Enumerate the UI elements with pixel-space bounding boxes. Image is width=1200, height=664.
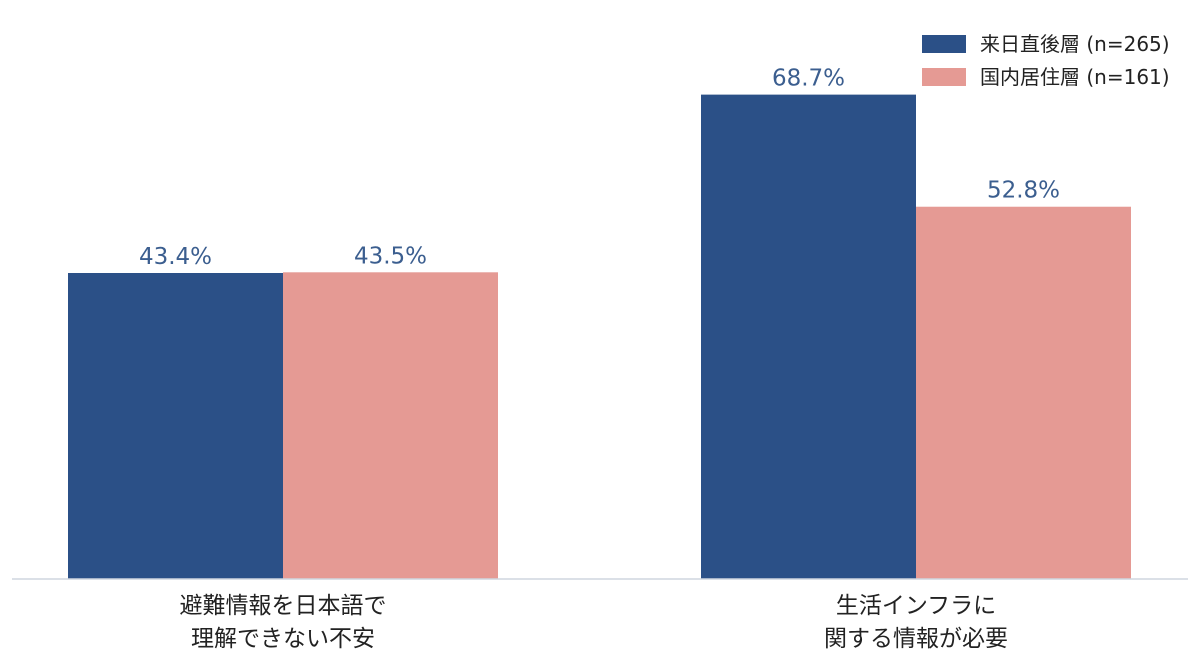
legend: 来日直後層 (n=265) 国内居住層 (n=161) [922,32,1170,89]
category-label-1-line-0: 生活インフラに [836,593,996,619]
value-label-series-1-category-0: 43.5% [354,243,427,269]
value-label-series-0-category-1: 68.7% [772,66,845,92]
category-label-1: 生活インフラに関する情報が必要 [824,593,1008,652]
value-label-series-1-category-1: 52.8% [987,178,1060,204]
legend-swatch-1 [922,68,966,86]
value-labels-layer: 43.4% 68.7% 43.5% 52.8% [139,66,1060,270]
legend-label-0: 来日直後層 (n=265) [980,32,1170,56]
bars-layer [68,94,1131,580]
legend-swatch-0 [922,35,966,53]
category-labels-layer: 避難情報を日本語で理解できない不安 生活インフラに関する情報が必要 [180,593,1009,652]
bar-series-1-category-0 [283,272,498,579]
bar-series-0-category-1 [701,94,916,580]
category-label-0-line-1: 理解できない不安 [191,626,375,652]
value-label-series-0-category-0: 43.4% [139,244,212,270]
bar-series-1-category-1 [916,206,1131,579]
category-label-0: 避難情報を日本語で理解できない不安 [180,593,387,652]
bar-series-0-category-0 [68,273,283,579]
legend-label-1: 国内居住層 (n=161) [980,65,1170,89]
category-label-1-line-1: 関する情報が必要 [824,626,1008,652]
category-label-0-line-0: 避難情報を日本語で [180,593,387,619]
